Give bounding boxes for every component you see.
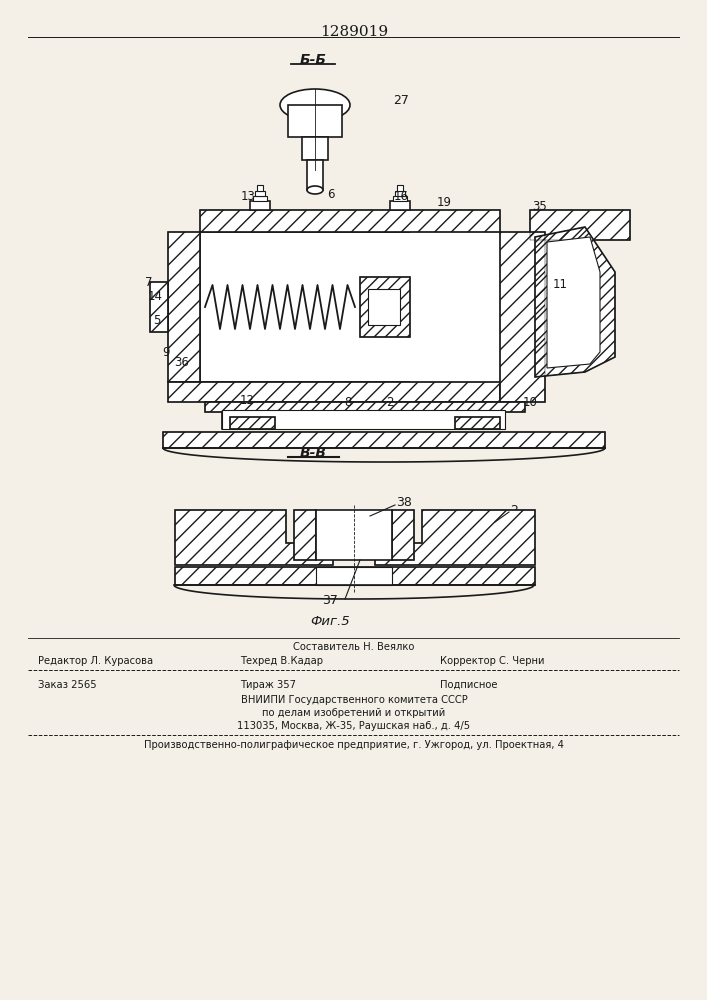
- Bar: [150, 282, 168, 332]
- Text: 2: 2: [386, 396, 394, 410]
- Text: Тираж 357: Тираж 357: [240, 680, 296, 690]
- Bar: [530, 210, 630, 240]
- Bar: [255, 191, 265, 196]
- Text: Корректор С. Черни: Корректор С. Черни: [440, 656, 544, 666]
- Polygon shape: [175, 510, 333, 565]
- Text: 10: 10: [522, 396, 537, 410]
- Text: Фиг.4: Фиг.4: [310, 420, 350, 433]
- Text: 5: 5: [153, 314, 160, 326]
- Ellipse shape: [307, 186, 323, 194]
- Text: Техред В.Кадар: Техред В.Кадар: [240, 656, 323, 666]
- Bar: [316, 510, 392, 560]
- Bar: [316, 567, 392, 585]
- Bar: [500, 232, 545, 402]
- Text: 37: 37: [322, 593, 338, 606]
- Bar: [360, 277, 410, 337]
- Text: 1289019: 1289019: [320, 25, 388, 39]
- Text: Б-Б: Б-Б: [300, 53, 327, 67]
- Polygon shape: [535, 227, 615, 377]
- Bar: [393, 196, 407, 201]
- Text: 113035, Москва, Ж-35, Раушская наб., д. 4/5: 113035, Москва, Ж-35, Раушская наб., д. …: [238, 721, 471, 731]
- Bar: [395, 191, 405, 196]
- Text: 19: 19: [436, 196, 452, 210]
- Bar: [200, 210, 500, 232]
- Polygon shape: [375, 510, 535, 565]
- Bar: [302, 137, 328, 160]
- Text: 27: 27: [393, 95, 409, 107]
- Text: 13: 13: [240, 190, 255, 204]
- Bar: [250, 201, 270, 210]
- Text: 12: 12: [240, 393, 255, 406]
- Text: 9: 9: [162, 346, 170, 359]
- Ellipse shape: [280, 89, 350, 121]
- Text: 14: 14: [148, 290, 163, 304]
- Bar: [230, 417, 275, 429]
- Bar: [410, 232, 500, 382]
- Bar: [530, 210, 630, 240]
- Text: Производственно-полиграфическое предприятие, г. Ужгород, ул. Проектная, 4: Производственно-полиграфическое предприя…: [144, 740, 564, 750]
- Bar: [253, 196, 267, 201]
- Bar: [163, 432, 605, 448]
- Bar: [455, 417, 500, 429]
- Polygon shape: [294, 510, 316, 560]
- Bar: [397, 185, 403, 191]
- Text: 36: 36: [175, 357, 189, 369]
- Bar: [307, 160, 323, 190]
- Text: по делам изобретений и открытий: по делам изобретений и открытий: [262, 708, 445, 718]
- Bar: [390, 201, 410, 210]
- Polygon shape: [392, 510, 414, 560]
- Text: ВНИИПИ Государственного комитета СССР: ВНИИПИ Государственного комитета СССР: [240, 695, 467, 705]
- Text: 8: 8: [344, 396, 351, 410]
- Text: 16: 16: [394, 190, 409, 204]
- Text: 38: 38: [396, 496, 412, 510]
- Bar: [360, 277, 410, 337]
- Text: Заказ 2565: Заказ 2565: [38, 680, 97, 690]
- Polygon shape: [205, 402, 525, 429]
- Bar: [200, 210, 500, 232]
- Bar: [222, 410, 505, 429]
- Bar: [500, 232, 545, 402]
- Bar: [368, 289, 400, 325]
- Text: Фиг.5: Фиг.5: [310, 615, 350, 628]
- Text: Составитель Н. Веялко: Составитель Н. Веялко: [293, 642, 415, 652]
- Bar: [455, 417, 500, 429]
- Bar: [230, 417, 275, 429]
- Text: В-В: В-В: [300, 446, 327, 460]
- Text: 11: 11: [552, 278, 568, 292]
- Bar: [168, 232, 200, 382]
- Text: 35: 35: [532, 200, 547, 214]
- Bar: [288, 105, 342, 137]
- Text: Редактор Л. Курасова: Редактор Л. Курасова: [38, 656, 153, 666]
- Bar: [168, 382, 500, 402]
- Bar: [257, 185, 263, 191]
- Text: Подписное: Подписное: [440, 680, 498, 690]
- Bar: [168, 382, 500, 402]
- Text: 6: 6: [327, 188, 334, 202]
- Bar: [200, 232, 500, 382]
- Bar: [175, 567, 535, 585]
- Text: 2: 2: [510, 504, 518, 516]
- Bar: [175, 567, 535, 585]
- Bar: [168, 232, 200, 382]
- Bar: [163, 432, 605, 448]
- Polygon shape: [547, 237, 600, 368]
- Text: 7: 7: [145, 275, 153, 288]
- Bar: [150, 282, 168, 332]
